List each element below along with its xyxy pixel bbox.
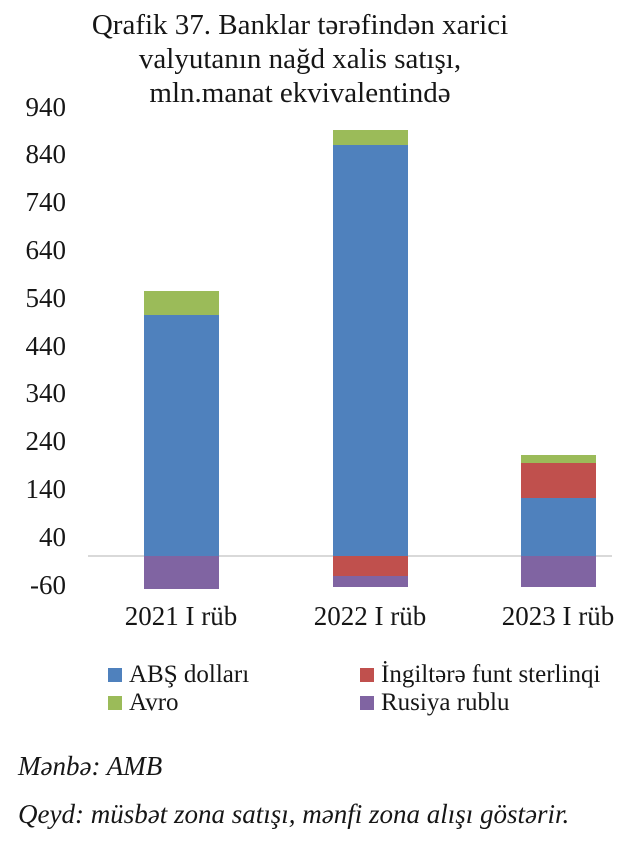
legend-item-usd: ABŞ dolları: [108, 661, 249, 689]
legend-label-eur: Avro: [129, 689, 179, 716]
source-note: Mənbə: AMB: [18, 751, 163, 781]
bar-segment-2-gbp: [520, 463, 596, 499]
legend-item-gbp: İngiltərə funt sterlinqi: [360, 661, 600, 689]
x-axis-label-1: 2022 I rüb: [313, 601, 427, 631]
legend-swatch-usd: [108, 668, 122, 682]
bar-segment-0-rub: [143, 556, 219, 589]
y-axis-tick-label: 740: [25, 187, 67, 218]
y-axis-tick-label: 440: [25, 330, 67, 361]
chart-title: Qrafik 37. Banklar tərəfindən xarici valy…: [0, 8, 600, 110]
y-axis-tick-label: 940: [25, 91, 67, 122]
bar-segment-1-rub: [332, 576, 408, 588]
legend-swatch-eur: [108, 696, 122, 710]
chart-title-line-2: valyutanın nağd xalis satışı,: [138, 43, 462, 75]
x-axis-label-2: 2023 I rüb: [501, 601, 615, 631]
legend-label-usd: ABŞ dolları: [129, 661, 250, 688]
chart-title-line-1: Qrafik 37. Banklar tərəfindən xarici: [91, 9, 509, 41]
y-axis-tick-label: 240: [25, 426, 67, 457]
x-axis-label-0: 2021 I rüb: [124, 601, 238, 631]
bar-segment-0-usd: [143, 314, 219, 556]
y-axis-tick-label: 340: [25, 378, 67, 409]
plot-area: Qrafik 37. Banklar tərəfindən xarici valy…: [0, 8, 615, 631]
legend-swatch-rub: [360, 696, 374, 710]
y-axis-tick-label: 640: [25, 235, 67, 266]
bar-segment-0-eur: [143, 290, 219, 315]
y-axis-tick-label: -60: [30, 569, 66, 600]
bar-segment-2-rub: [520, 556, 596, 588]
y-axis-tick-label: 540: [25, 282, 67, 313]
legend-item-eur: Avro: [108, 689, 179, 717]
bar-segment-1-usd: [332, 144, 408, 556]
y-axis-tick-label: 840: [25, 139, 67, 170]
bar-segment-1-gbp: [332, 556, 408, 577]
y-axis-tick-label: 140: [25, 474, 67, 505]
legend-swatch-gbp: [360, 668, 374, 682]
bar-segment-2-usd: [520, 498, 596, 556]
legend-item-rub: Rusiya rublu: [360, 689, 509, 717]
legend-label-rub: Rusiya rublu: [381, 689, 510, 716]
bar-segment-2-eur: [520, 455, 596, 464]
bar-segment-1-eur: [332, 129, 408, 145]
chart-title-line-3: mln.manat ekvivalentində: [149, 77, 451, 109]
y-axis-tick-label: 40: [39, 521, 66, 552]
legend-label-gbp: İngiltərə funt sterlinqi: [381, 661, 601, 688]
method-note: Qeyd: müsbət zona satışı, mənfi zona alı…: [18, 799, 570, 829]
